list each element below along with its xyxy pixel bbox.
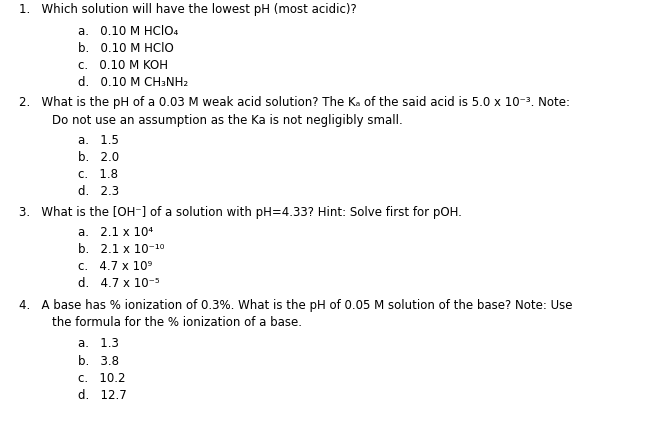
Text: d.   2.3: d. 2.3 xyxy=(78,185,119,198)
Text: 2.   What is the pH of a 0.03 M weak acid solution? The Kₐ of the said acid is 5: 2. What is the pH of a 0.03 M weak acid … xyxy=(19,97,570,109)
Text: b.   2.0: b. 2.0 xyxy=(78,151,119,164)
Text: b.   2.1 x 10⁻¹⁰: b. 2.1 x 10⁻¹⁰ xyxy=(78,243,164,256)
Text: c.   10.2: c. 10.2 xyxy=(78,372,125,385)
Text: 4.   A base has % ionization of 0.3%. What is the pH of 0.05 M solution of the b: 4. A base has % ionization of 0.3%. What… xyxy=(19,299,573,312)
Text: d.   4.7 x 10⁻⁵: d. 4.7 x 10⁻⁵ xyxy=(78,278,159,290)
Text: a.   2.1 x 10⁴: a. 2.1 x 10⁴ xyxy=(78,226,152,239)
Text: d.   0.10 M CH₃NH₂: d. 0.10 M CH₃NH₂ xyxy=(78,76,187,89)
Text: c.   1.8: c. 1.8 xyxy=(78,168,118,181)
Text: a.   0.10 M HClO₄: a. 0.10 M HClO₄ xyxy=(78,25,178,38)
Text: b.   3.8: b. 3.8 xyxy=(78,355,118,368)
Text: Do not use an assumption as the Ka is not negligibly small.: Do not use an assumption as the Ka is no… xyxy=(52,114,402,127)
Text: 3.   What is the [OH⁻] of a solution with pH=4.33? Hint: Solve first for pOH.: 3. What is the [OH⁻] of a solution with … xyxy=(19,206,463,219)
Text: a.   1.3: a. 1.3 xyxy=(78,338,118,350)
Text: c.   0.10 M KOH: c. 0.10 M KOH xyxy=(78,59,167,72)
Text: d.   12.7: d. 12.7 xyxy=(78,389,126,402)
Text: a.   1.5: a. 1.5 xyxy=(78,134,118,147)
Text: 1.   Which solution will have the lowest pH (most acidic)?: 1. Which solution will have the lowest p… xyxy=(19,3,357,16)
Text: the formula for the % ionization of a base.: the formula for the % ionization of a ba… xyxy=(52,316,302,329)
Text: b.   0.10 M HClO: b. 0.10 M HClO xyxy=(78,42,173,55)
Text: c.   4.7 x 10⁹: c. 4.7 x 10⁹ xyxy=(78,260,152,273)
